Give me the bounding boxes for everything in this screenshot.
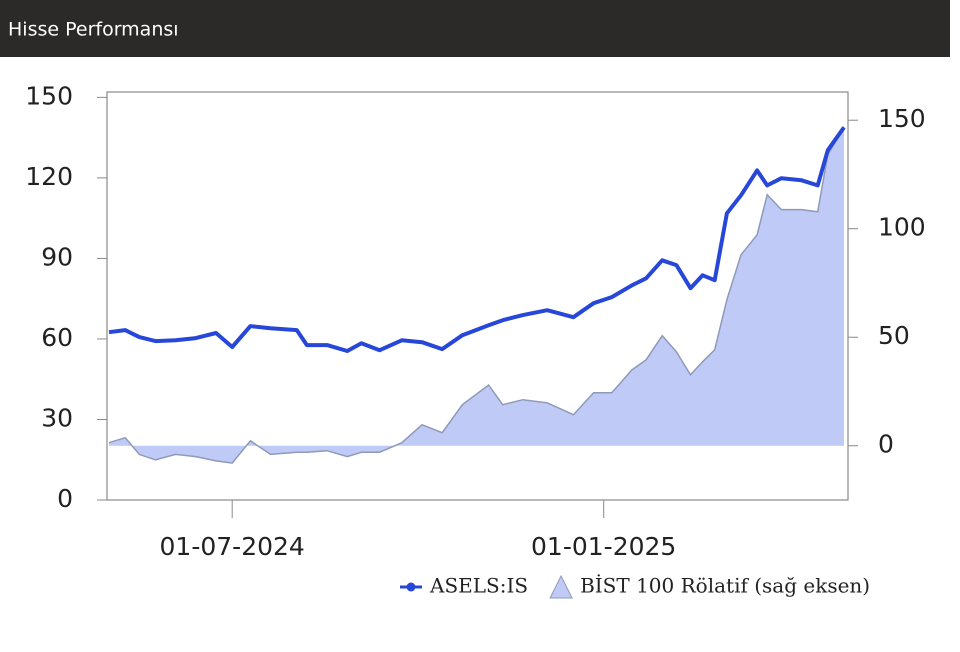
y-tick-label: 0 [57,484,73,513]
area-edge [108,126,845,464]
legend-label: ASELS:IS [429,574,528,598]
y-tick-label: 60 [41,323,73,352]
y-tick-label: 30 [41,403,73,432]
x-tick-label: 01-01-2025 [531,532,676,561]
area [109,126,844,464]
y-tick-label: 90 [41,242,73,271]
line [108,126,846,353]
y2-tick-label: 100 [878,213,926,242]
chart: 0 30 60 90 120 150 0 50 100 150 01-07-2024 01-01-20… [25,81,926,599]
y2-tick-label: 0 [878,430,894,459]
header-title: Hisse Performansı [8,19,179,41]
y-tick-label: 120 [25,162,73,191]
y2-tick-label: 150 [878,104,926,133]
x-tick-label: 01-07-2024 [160,532,305,561]
legend-swatch [406,582,416,592]
y-tick-label: 150 [25,81,73,110]
header-bar [0,0,950,57]
legend-label: BİST 100 Rölatif (sağ eksen) [580,574,870,598]
plot-frame [106,91,849,501]
y2-tick-label: 50 [878,321,910,350]
legend-swatch [549,574,573,599]
